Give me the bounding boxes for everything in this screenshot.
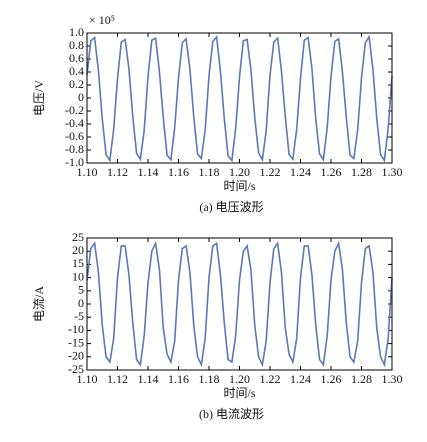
y-tick-label: 0 <box>78 90 84 104</box>
y-tick-label: 0 <box>78 296 84 310</box>
plot-frame <box>86 237 393 371</box>
y-tick-label: -0.2 <box>65 103 84 117</box>
y-tick-label: -0.8 <box>65 142 84 156</box>
x-tick-label: 1.28 <box>351 165 372 179</box>
y-axis-label: 电压/V <box>32 80 46 116</box>
caption: (a) 电压波形 <box>199 200 263 214</box>
x-tick-label: 1.12 <box>107 372 128 386</box>
y-tick-label: -1.0 <box>65 155 84 169</box>
x-tick-label: 1.22 <box>260 372 281 386</box>
series-line <box>86 240 393 368</box>
x-axis-label: 时间/s <box>223 179 255 193</box>
y-tick-label: -25 <box>68 362 84 376</box>
x-tick-label: 1.16 <box>168 372 189 386</box>
y-axis-label: 电流/A <box>32 286 46 322</box>
x-tick-label: 1.30 <box>382 165 403 179</box>
y-tick-label: 5 <box>78 283 84 297</box>
x-tick-label: 1.20 <box>229 165 250 179</box>
x-tick-label: 1.22 <box>260 165 281 179</box>
x-tick-label: 1.16 <box>168 165 189 179</box>
y-tick-label: 0.4 <box>69 64 84 78</box>
series-line <box>86 34 393 163</box>
y-tick-label: 25 <box>72 230 84 244</box>
multiplier: × 10⁵ <box>89 13 115 27</box>
x-tick-label: 1.20 <box>229 372 250 386</box>
x-tick-label: 1.26 <box>321 372 342 386</box>
y-tick-label: -0.4 <box>65 116 84 130</box>
y-tick-label: 15 <box>72 256 84 270</box>
x-tick-label: 1.18 <box>199 372 220 386</box>
x-tick-label: 1.26 <box>321 165 342 179</box>
x-tick-label: 1.24 <box>290 165 311 179</box>
x-tick-label: 1.28 <box>351 372 372 386</box>
y-tick-label: 20 <box>72 243 84 257</box>
x-axis-label: 时间/s <box>223 386 255 400</box>
y-tick-label: -15 <box>68 335 84 349</box>
x-tick-label: 1.18 <box>199 165 220 179</box>
y-tick-label: 10 <box>72 269 84 283</box>
y-tick-label: 0.6 <box>69 51 84 65</box>
x-tick-label: 1.24 <box>290 372 311 386</box>
x-tick-label: 1.10 <box>77 165 98 179</box>
x-tick-label: 1.10 <box>77 372 98 386</box>
y-tick-label: 0.8 <box>69 38 84 52</box>
y-tick-label: -5 <box>74 309 84 323</box>
y-tick-label: -20 <box>68 349 84 363</box>
plot-frame <box>86 32 393 164</box>
y-tick-label: -10 <box>68 322 84 336</box>
y-tick-label: 1.0 <box>69 25 84 39</box>
y-tick-label: 0.2 <box>69 77 84 91</box>
caption: (b) 电流波形 <box>199 407 264 421</box>
x-tick-label: 1.30 <box>382 372 403 386</box>
x-tick-label: 1.12 <box>107 165 128 179</box>
x-tick-label: 1.14 <box>138 165 159 179</box>
x-tick-label: 1.14 <box>138 372 159 386</box>
y-tick-label: -0.6 <box>65 129 84 143</box>
